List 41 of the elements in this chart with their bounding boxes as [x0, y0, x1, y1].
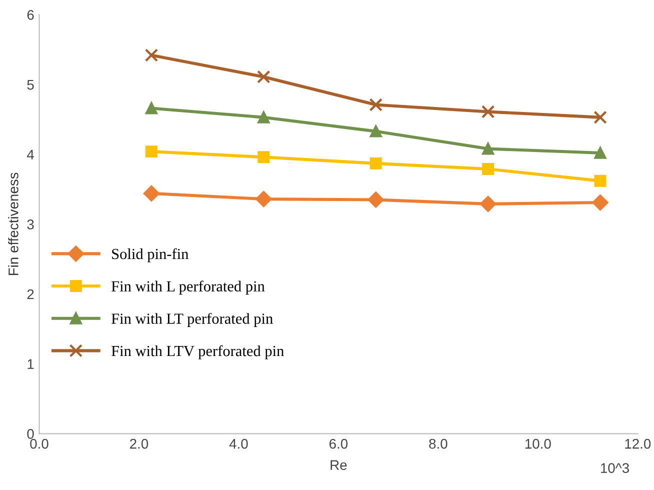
point	[369, 98, 383, 112]
x-tick-label: 12.0	[625, 438, 651, 449]
point	[482, 163, 494, 175]
point	[482, 142, 494, 155]
y-tick-label: 3	[27, 220, 34, 230]
point	[145, 102, 158, 114]
point	[143, 185, 160, 202]
y-tick-label: 0	[27, 428, 34, 439]
point	[256, 191, 272, 208]
y-axis-title: Fin effectiveness	[8, 172, 18, 276]
legend-label: Fin with L perforated pin	[111, 280, 265, 295]
point	[592, 194, 608, 211]
point	[594, 174, 606, 187]
y-tick-label: 4	[26, 150, 34, 160]
x-tick-label: 2.0	[130, 438, 148, 449]
x-tick-label: 8.0	[429, 438, 448, 449]
point	[368, 192, 384, 208]
point	[370, 125, 382, 138]
point	[258, 151, 270, 164]
legend-label: Fin with LTV perforated pin	[111, 345, 284, 360]
point	[594, 146, 606, 159]
x-axis-title: Re	[330, 460, 347, 470]
point	[481, 105, 495, 118]
x-tick-label: 4.0	[229, 438, 248, 449]
y-tick-label: 1	[28, 359, 34, 369]
point	[370, 157, 382, 170]
y-tick-label: 6	[27, 10, 34, 20]
text: 10^3	[600, 463, 629, 473]
legend-label: Solid pin-fin	[112, 248, 188, 262]
x-tick-label: 10.0	[525, 438, 551, 449]
point	[256, 70, 270, 84]
point	[144, 48, 158, 62]
point	[480, 196, 496, 212]
x-tick-label: 0.0	[30, 438, 48, 449]
y-tick-label: 2	[27, 289, 34, 300]
point	[258, 111, 270, 124]
point	[145, 146, 158, 158]
x-tick-label: 6.0	[329, 438, 348, 449]
y-tick-label: 5	[27, 80, 34, 90]
point	[594, 110, 607, 124]
legend-label: Fin with LT perforated pin	[111, 312, 273, 327]
